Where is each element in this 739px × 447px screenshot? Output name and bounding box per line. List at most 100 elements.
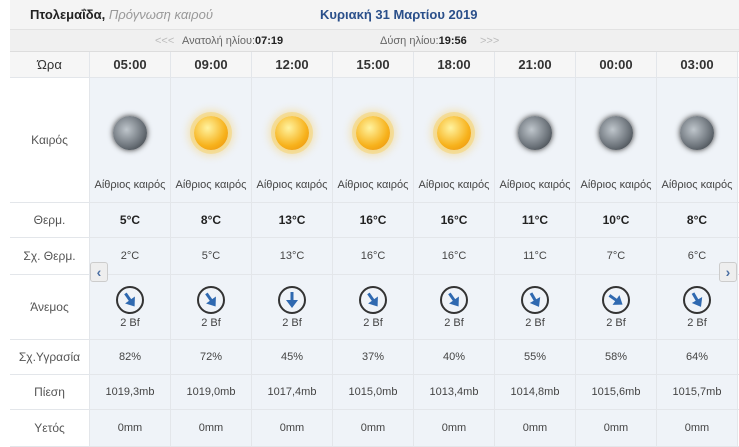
sun-icon <box>194 116 228 150</box>
cell-weather: Αίθριος καιρός <box>657 78 738 202</box>
scroll-left-button[interactable]: ‹ <box>90 262 108 282</box>
pressure-value: 1014,8mb <box>510 386 560 398</box>
cell-pressure: 1017,4mb <box>252 375 333 409</box>
next-day-link[interactable]: >>> <box>480 35 500 47</box>
cell-feels: 16°C <box>414 238 495 274</box>
cell-weather: Αίθριος καιρός <box>495 78 576 202</box>
cell-temp: 16°C <box>333 203 414 237</box>
wind-force: 2 Bf <box>444 316 464 329</box>
cell-hour: 03:00 <box>657 52 738 77</box>
rain-value: 0mm <box>279 422 305 434</box>
cell-weather: Αίθριος καιρός <box>576 78 657 202</box>
feels-like: 16°C <box>441 250 467 262</box>
row-temp: Θερμ. 5°C 8°C 13°C 16°C 16°C 11°C 10°C 8°C <box>10 203 739 238</box>
cell-wind: 2 Bf <box>576 275 657 339</box>
row-rain: Υετός 0mm 0mm 0mm 0mm 0mm 0mm 0mm 0mm <box>10 410 739 447</box>
cell-weather: Αίθριος καιρός <box>252 78 333 202</box>
wind-compass-icon <box>116 285 144 314</box>
cell-feels: 16°C <box>333 238 414 274</box>
cell-feels: 11°C <box>495 238 576 274</box>
sun-icon <box>275 116 309 150</box>
cell-pressure: 1019,0mb <box>171 375 252 409</box>
cell-rain: 0mm <box>576 410 657 446</box>
sunrise: Ανατολή ηλίου:07:19 <box>182 35 283 47</box>
cell-humidity: 58% <box>576 340 657 374</box>
hour: 05:00 <box>113 57 147 72</box>
feels-like: 2°C <box>120 250 140 262</box>
temperature: 16°C <box>359 213 387 227</box>
wind-force: 2 Bf <box>525 316 545 329</box>
cell-wind: 2 Bf <box>171 275 252 339</box>
wind-compass-icon <box>683 285 711 314</box>
temperature: 10°C <box>602 213 630 227</box>
humidity-value: 82% <box>118 351 142 363</box>
humidity-value: 58% <box>604 351 628 363</box>
wind-force: 2 Bf <box>120 316 140 329</box>
cell-hour: 12:00 <box>252 52 333 77</box>
feels-like: 5°C <box>201 250 221 262</box>
cell-temp: 11°C <box>495 203 576 237</box>
cell-temp: 13°C <box>252 203 333 237</box>
sun-icon <box>437 116 471 150</box>
wind-compass-icon <box>440 285 468 314</box>
temperature: 8°C <box>686 213 708 227</box>
wind-compass-icon <box>278 285 306 314</box>
cell-hour: 18:00 <box>414 52 495 77</box>
hour: 21:00 <box>518 57 552 72</box>
wind-arrow-icon <box>529 291 541 307</box>
wind-arrow-icon <box>367 292 378 307</box>
sunrise-label: Ανατολή ηλίου: <box>182 35 256 47</box>
feels-like: 7°C <box>606 250 626 262</box>
moon-icon <box>518 116 552 150</box>
sun-icon <box>356 116 390 150</box>
temperature: 11°C <box>521 213 549 227</box>
cell-feels: 5°C <box>171 238 252 274</box>
cell-weather: Αίθριος καιρός <box>171 78 252 202</box>
rain-value: 0mm <box>360 422 386 434</box>
wind-force: 2 Bf <box>687 316 707 329</box>
label-rain: Υετός <box>10 410 90 446</box>
forecast-table: Ώρα 05:00 09:00 12:00 15:00 18:00 21:00 00:00 03… <box>10 52 739 447</box>
feels-like: 6°C <box>687 250 707 262</box>
temperature: 5°C <box>119 213 141 227</box>
cell-rain: 0mm <box>657 410 738 446</box>
cell-wind: 2 Bf <box>90 275 171 339</box>
sunset: Δύση ηλίου:19:56 <box>380 35 467 47</box>
rain-value: 0mm <box>117 422 143 434</box>
wind-force: 2 Bf <box>363 316 383 329</box>
cell-pressure: 1019,3mb <box>90 375 171 409</box>
pressure-value: 1015,6mb <box>591 386 641 398</box>
cell-weather: Αίθριος καιρός <box>333 78 414 202</box>
pressure-value: 1019,3mb <box>105 386 155 398</box>
city-name: Πτολεμαΐδα, <box>30 7 106 22</box>
humidity-value: 37% <box>361 351 385 363</box>
cell-hour: 00:00 <box>576 52 657 77</box>
weather-desc: Αίθριος καιρός <box>256 179 328 191</box>
wind-arrow-icon <box>608 293 623 305</box>
cell-pressure: 1015,7mb <box>657 375 738 409</box>
cell-humidity: 72% <box>171 340 252 374</box>
cell-weather: Αίθριος καιρός <box>90 78 171 202</box>
cell-rain: 0mm <box>414 410 495 446</box>
cell-temp: 8°C <box>171 203 252 237</box>
forecast-date: Κυριακή 31 Μαρτίου 2019 <box>320 7 478 22</box>
cell-wind: 2 Bf <box>414 275 495 339</box>
label-humidity: Σχ.Υγρασία <box>10 340 90 374</box>
moon-icon <box>113 116 147 150</box>
title-bar: Πτολεμαΐδα, Πρόγνωση καιρού Κυριακή 31 Μ… <box>10 0 739 30</box>
weather-desc: Αίθριος καιρός <box>499 179 571 191</box>
cell-feels: 13°C <box>252 238 333 274</box>
wind-compass-icon <box>197 285 225 314</box>
cell-rain: 0mm <box>495 410 576 446</box>
cell-feels: 7°C <box>576 238 657 274</box>
temperature: 13°C <box>278 213 306 227</box>
cell-rain: 0mm <box>252 410 333 446</box>
humidity-value: 55% <box>523 351 547 363</box>
wind-compass-icon <box>359 285 387 314</box>
previous-day-link[interactable]: <<< <box>155 35 175 47</box>
scroll-right-button[interactable]: › <box>719 262 737 282</box>
cell-pressure: 1015,0mb <box>333 375 414 409</box>
label-wind: Άνεμος <box>10 275 90 339</box>
wind-arrow-icon <box>124 292 135 307</box>
row-hour: Ώρα 05:00 09:00 12:00 15:00 18:00 21:00 00:00 03… <box>10 52 739 78</box>
